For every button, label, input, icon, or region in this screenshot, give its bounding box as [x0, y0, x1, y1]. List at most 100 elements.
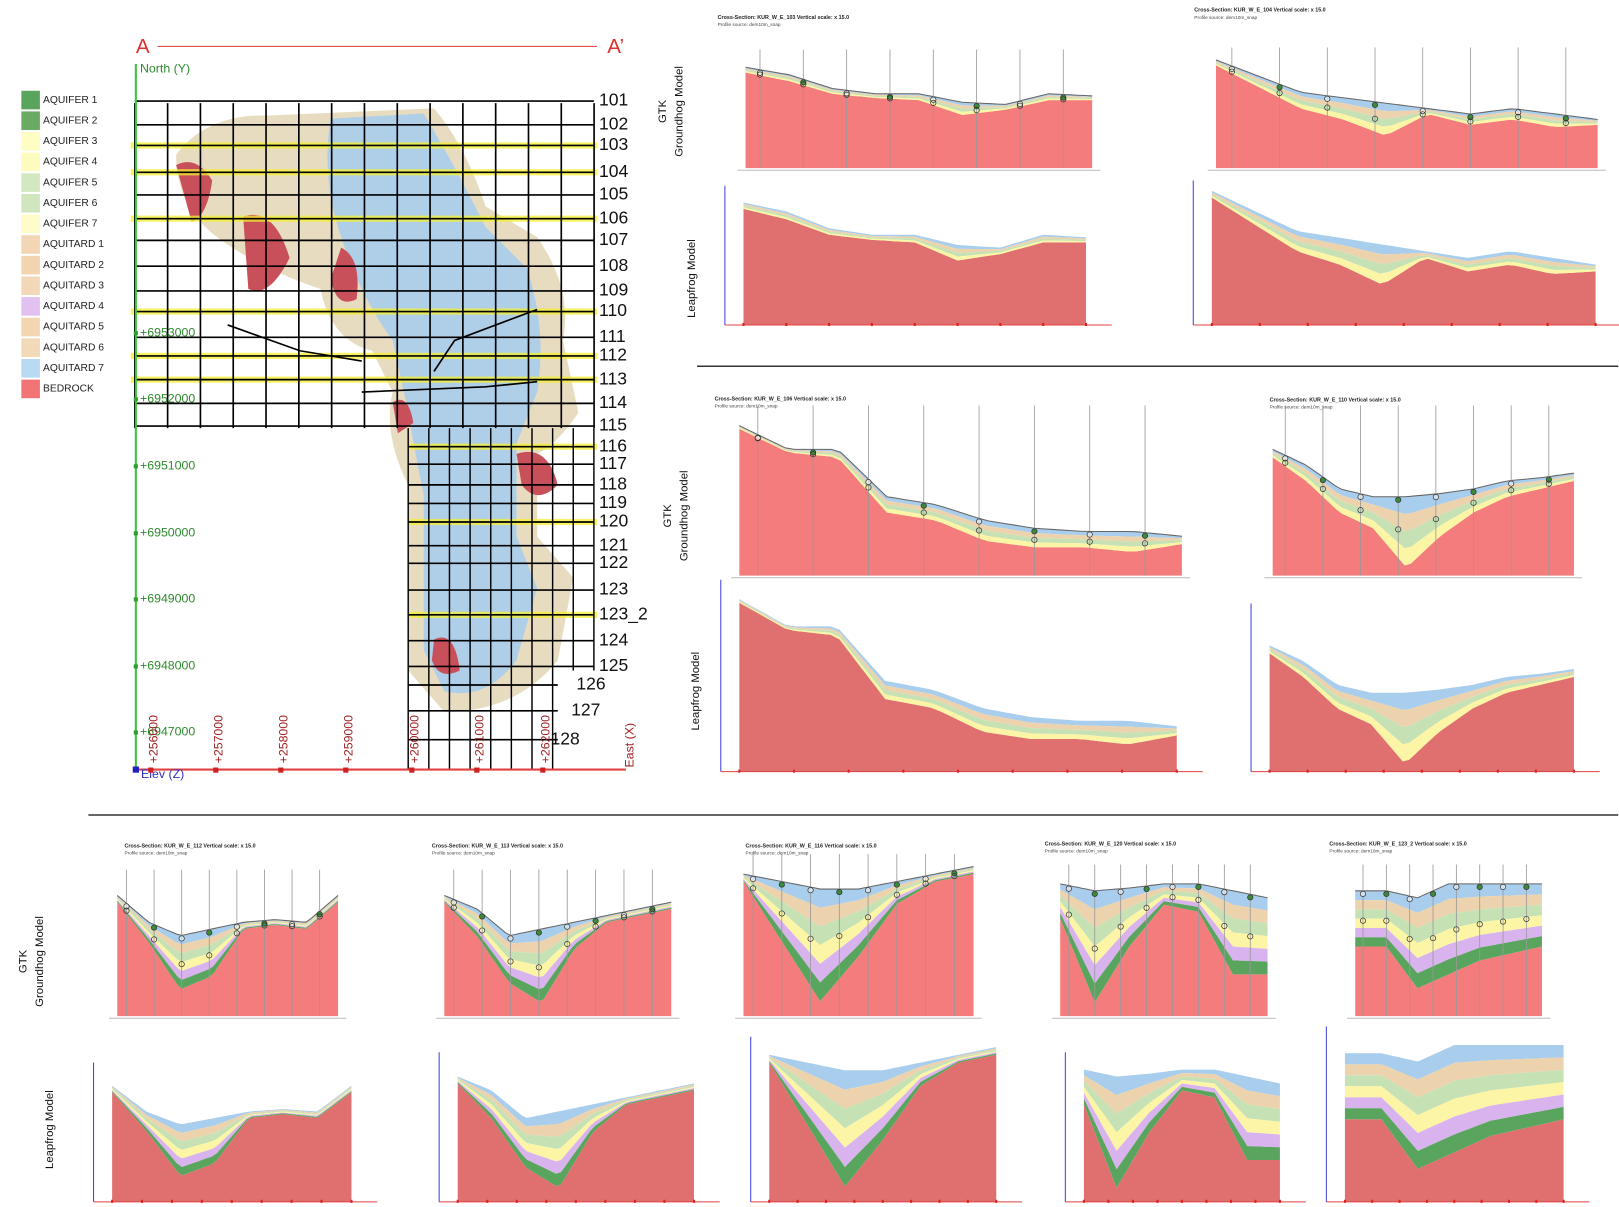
- borehole-sample: [1091, 945, 1098, 952]
- borehole-sample: [1432, 494, 1439, 501]
- panel-tick: [1450, 322, 1453, 326]
- borehole-sample: [951, 873, 958, 880]
- borehole-sample: [922, 875, 929, 883]
- layer: [769, 1052, 997, 1168]
- borehole-sample: [564, 923, 571, 930]
- borehole-sample: [1523, 915, 1530, 923]
- layer: [739, 427, 1182, 547]
- borehole-sample: [1276, 84, 1283, 91]
- layer: [444, 901, 672, 1002]
- layer: [1272, 451, 1574, 531]
- northing-tick-label: +6951000: [140, 459, 195, 473]
- panel-tick: [1131, 1199, 1134, 1203]
- borehole-sample: [1545, 476, 1552, 483]
- borehole-sample: [756, 71, 764, 78]
- legend-label: BEDROCK: [43, 384, 94, 395]
- borehole-sample: [479, 913, 486, 920]
- panel-tick: [768, 1199, 771, 1203]
- borehole-sample: [893, 881, 900, 888]
- panel-tick: [1507, 1199, 1510, 1203]
- borehole-sample: [800, 81, 807, 88]
- layer: [457, 1081, 694, 1174]
- panel-tick: [847, 769, 850, 773]
- panel-tick: [230, 1199, 233, 1203]
- borehole-sample: [233, 930, 240, 937]
- panel-tick: [853, 1199, 856, 1203]
- borehole-sample: [750, 875, 757, 883]
- layer: [1060, 897, 1268, 984]
- panel-tick: [1534, 769, 1537, 773]
- layer: [1272, 455, 1574, 566]
- borehole-sample: [1141, 532, 1149, 539]
- bedrock: [444, 902, 672, 1017]
- borehole-sample: [1383, 917, 1390, 924]
- panel-tick: [692, 1199, 695, 1203]
- layer: [444, 898, 672, 978]
- panel-tick: [881, 1199, 884, 1203]
- borehole-sample: [920, 502, 927, 509]
- panel-tick: [1180, 1199, 1183, 1203]
- borehole-sample: [1060, 94, 1067, 101]
- panel-tick: [1344, 769, 1347, 773]
- panel-tick: [956, 322, 959, 326]
- borehole-sample: [1470, 499, 1477, 506]
- panel-tick: [320, 1199, 323, 1203]
- panel-tick: [486, 1199, 489, 1203]
- panel-tick: [1398, 1199, 1401, 1203]
- borehole-sample: [920, 509, 927, 516]
- easting-tick: [148, 767, 154, 773]
- row-label: Leapfrog Model: [44, 1090, 56, 1169]
- layer: [1060, 901, 1268, 1003]
- layer: [739, 601, 1177, 744]
- borehole-sample: [807, 935, 814, 942]
- section-source: Profile source: dem10m_snap: [718, 22, 781, 28]
- panel-tick: [1210, 322, 1213, 326]
- row-label: Groundhog Model: [679, 470, 691, 561]
- panel-tick: [966, 1199, 969, 1203]
- legend-swatch: [21, 235, 40, 254]
- row-label: Leapfrog Model: [690, 652, 702, 731]
- layer: [1355, 883, 1542, 913]
- section-title: Cross-Section: KUR_W_E_113 Vertical scal…: [432, 843, 563, 849]
- layer: [1269, 647, 1574, 727]
- north-axis-label: North (Y): [140, 61, 190, 75]
- layer: [457, 1078, 694, 1150]
- panel-tick: [1480, 1199, 1483, 1203]
- legend-label: AQUITARD 2: [43, 260, 104, 271]
- line-label: 122: [599, 552, 628, 572]
- borehole-sample: [893, 891, 900, 898]
- line-label: 116: [599, 435, 627, 455]
- borehole-sample: [1117, 888, 1124, 895]
- geology-bedrock: [330, 247, 358, 302]
- borehole-sample: [1221, 889, 1228, 896]
- borehole-sample: [1508, 480, 1515, 487]
- legend-label: AQUIFER 1: [43, 95, 98, 106]
- borehole-sample: [1195, 896, 1202, 903]
- legend-swatch: [21, 214, 40, 234]
- layer: [457, 1082, 694, 1187]
- borehole-sample: [233, 923, 240, 930]
- northing-tick-label: +6953000: [140, 325, 195, 339]
- line-label: 105: [599, 184, 628, 204]
- legend-label: AQUITARD 7: [43, 363, 104, 374]
- northing-tick-label: +6948000: [140, 659, 195, 673]
- borehole-sample: [1419, 107, 1426, 115]
- borehole-sample: [1371, 101, 1379, 108]
- bedrock: [739, 428, 1182, 576]
- borehole-sample: [1467, 118, 1474, 125]
- layer: [457, 1077, 694, 1137]
- panel-tick: [1278, 1199, 1281, 1203]
- northing-tick-label: +6949000: [140, 592, 195, 606]
- borehole-sample: [507, 958, 514, 965]
- borehole-sample: [1031, 536, 1038, 543]
- borehole-sample: [178, 935, 185, 942]
- layer: [769, 1053, 997, 1187]
- borehole-sample: [1429, 890, 1437, 897]
- layer: [1211, 190, 1596, 267]
- borehole-sample: [1319, 477, 1326, 484]
- borehole-sample: [1143, 885, 1150, 893]
- panel-tick: [902, 769, 905, 773]
- panel-tick: [1121, 769, 1124, 773]
- borehole-sample: [865, 887, 872, 894]
- bedrock: [117, 902, 339, 1017]
